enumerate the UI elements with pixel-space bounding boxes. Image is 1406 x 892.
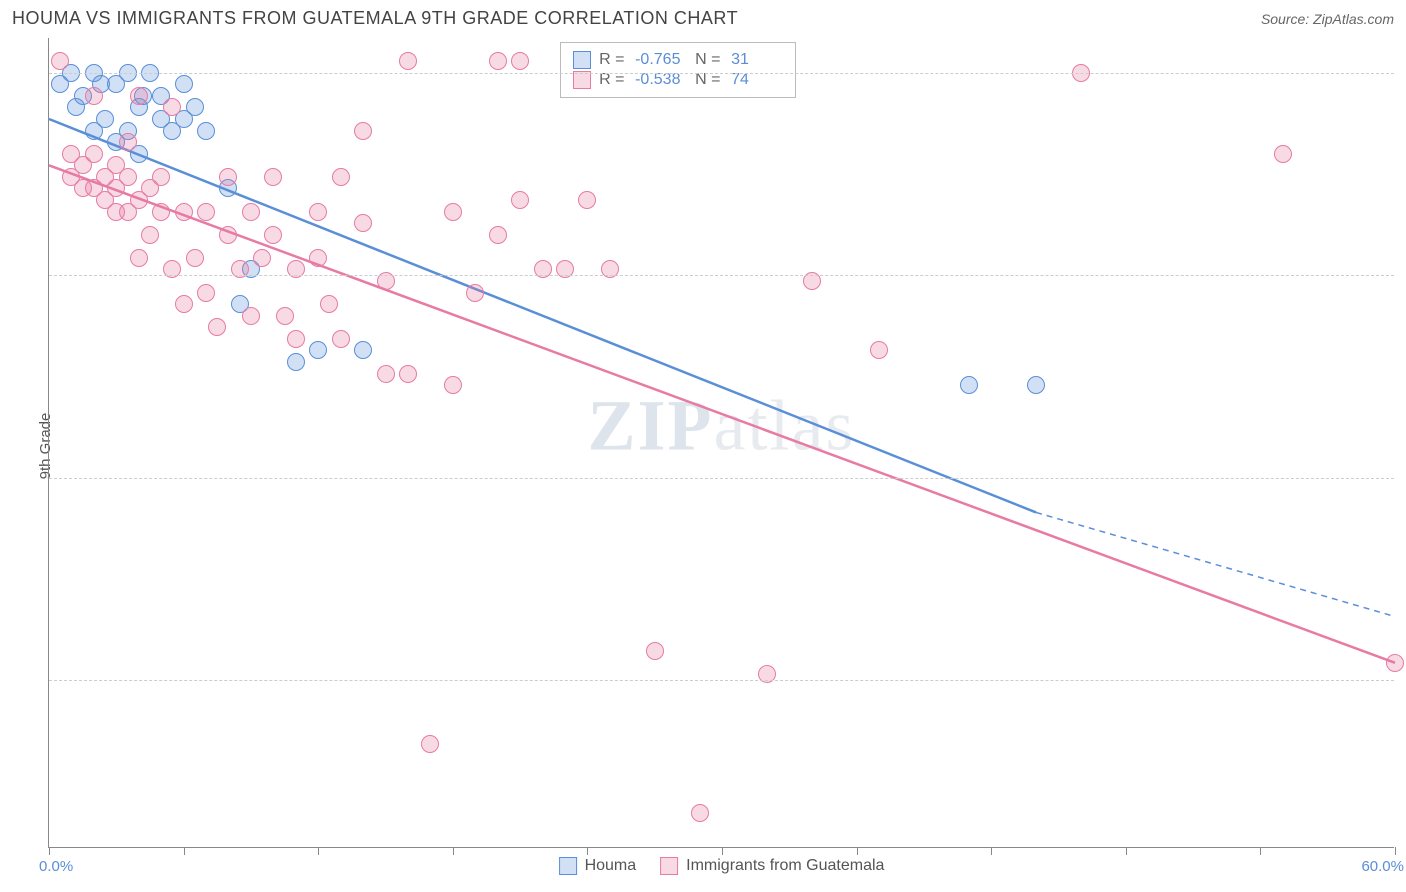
data-point: [691, 804, 709, 822]
r-value: -0.765: [635, 51, 687, 69]
data-point: [175, 203, 193, 221]
x-tick: [49, 847, 50, 855]
chart-title: HOUMA VS IMMIGRANTS FROM GUATEMALA 9TH G…: [12, 8, 738, 29]
n-label: N =: [695, 51, 723, 69]
data-point: [197, 284, 215, 302]
data-point: [421, 735, 439, 753]
data-point: [175, 295, 193, 313]
x-tick: [1126, 847, 1127, 855]
stats-legend-box: R =-0.765N =31R =-0.538N =74: [560, 42, 796, 98]
data-point: [119, 168, 137, 186]
x-tick: [722, 847, 723, 855]
data-point: [51, 52, 69, 70]
data-point: [208, 318, 226, 336]
stats-row: R = -0.765 N = 31: [573, 51, 783, 69]
x-tick: [1260, 847, 1261, 855]
legend-swatch: [660, 857, 678, 875]
data-point: [444, 203, 462, 221]
data-point: [466, 284, 484, 302]
data-point: [399, 52, 417, 70]
data-point: [96, 110, 114, 128]
source-label: Source:: [1261, 11, 1309, 27]
legend-item: Immigrants from Guatemala: [660, 857, 884, 875]
data-point: [119, 133, 137, 151]
data-point: [175, 75, 193, 93]
grid-line: [49, 478, 1394, 479]
data-point: [85, 145, 103, 163]
data-point: [377, 365, 395, 383]
x-tick: [184, 847, 185, 855]
grid-line: [49, 73, 1394, 74]
data-point: [489, 226, 507, 244]
data-point: [354, 341, 372, 359]
data-point: [354, 122, 372, 140]
x-max-label: 60.0%: [1361, 858, 1404, 875]
data-point: [152, 168, 170, 186]
data-point: [870, 341, 888, 359]
data-point: [219, 226, 237, 244]
data-point: [152, 203, 170, 221]
x-min-label: 0.0%: [39, 858, 73, 875]
data-point: [646, 642, 664, 660]
data-point: [511, 191, 529, 209]
data-point: [332, 330, 350, 348]
data-point: [253, 249, 271, 267]
data-point: [309, 341, 327, 359]
data-point: [130, 87, 148, 105]
source: Source: ZipAtlas.com: [1261, 11, 1394, 27]
data-point: [354, 214, 372, 232]
data-point: [1274, 145, 1292, 163]
x-tick: [318, 847, 319, 855]
data-point: [186, 249, 204, 267]
legend-item: Houma: [559, 857, 637, 875]
data-point: [242, 307, 260, 325]
n-value: 31: [731, 51, 783, 69]
data-point: [309, 249, 327, 267]
data-point: [197, 203, 215, 221]
x-tick: [857, 847, 858, 855]
data-point: [309, 203, 327, 221]
legend-label: Houma: [585, 857, 637, 875]
data-point: [399, 365, 417, 383]
data-point: [320, 295, 338, 313]
legend-swatch: [559, 857, 577, 875]
x-tick: [991, 847, 992, 855]
data-point: [264, 226, 282, 244]
data-point: [197, 122, 215, 140]
data-point: [163, 98, 181, 116]
data-point: [511, 52, 529, 70]
plot-area: [49, 38, 1394, 847]
legend-swatch: [573, 51, 591, 69]
data-point: [264, 168, 282, 186]
data-point: [332, 168, 350, 186]
x-tick: [587, 847, 588, 855]
data-point: [1027, 376, 1045, 394]
data-point: [1386, 654, 1404, 672]
data-point: [141, 226, 159, 244]
data-point: [130, 249, 148, 267]
x-tick: [1395, 847, 1396, 855]
chart: ZIPatlas R =-0.765N =31R =-0.538N =74 Ho…: [48, 38, 1394, 848]
grid-line: [49, 680, 1394, 681]
x-tick: [453, 847, 454, 855]
data-point: [287, 330, 305, 348]
data-point: [219, 168, 237, 186]
data-point: [960, 376, 978, 394]
source-name: ZipAtlas.com: [1313, 11, 1394, 27]
data-point: [578, 191, 596, 209]
data-point: [444, 376, 462, 394]
data-point: [489, 52, 507, 70]
bottom-legend: Houma Immigrants from Guatemala: [559, 857, 885, 875]
legend-label: Immigrants from Guatemala: [686, 857, 884, 875]
data-point: [287, 353, 305, 371]
r-label: R =: [599, 51, 627, 69]
data-point: [242, 203, 260, 221]
data-point: [276, 307, 294, 325]
grid-line: [49, 275, 1394, 276]
data-point: [186, 98, 204, 116]
data-point: [85, 87, 103, 105]
